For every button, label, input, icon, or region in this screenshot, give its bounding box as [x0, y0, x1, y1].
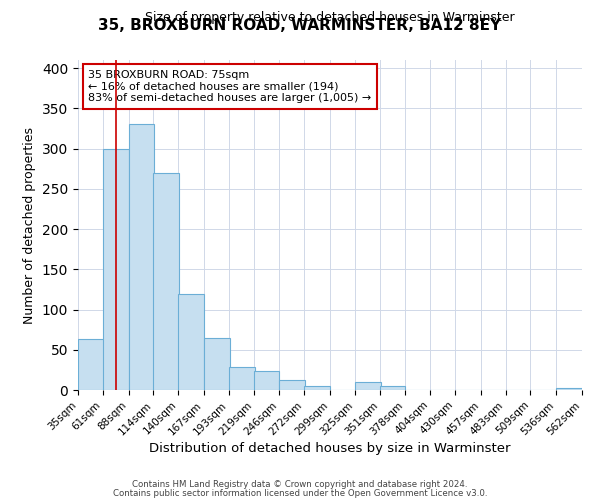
Text: Contains public sector information licensed under the Open Government Licence v3: Contains public sector information licen…: [113, 488, 487, 498]
Text: 35 BROXBURN ROAD: 75sqm
← 16% of detached houses are smaller (194)
83% of semi-d: 35 BROXBURN ROAD: 75sqm ← 16% of detache…: [88, 70, 371, 103]
Bar: [304, 386, 330, 390]
Bar: [229, 368, 254, 390]
Bar: [128, 124, 154, 390]
Text: 35, BROXBURN ROAD, WARMINSTER, BA12 8EY: 35, BROXBURN ROAD, WARMINSTER, BA12 8EY: [98, 18, 502, 32]
Title: Size of property relative to detached houses in Warminster: Size of property relative to detached ho…: [145, 11, 515, 24]
Bar: [254, 370, 280, 390]
Bar: [154, 172, 179, 390]
Bar: [204, 338, 230, 390]
Bar: [103, 148, 128, 390]
Text: Contains HM Land Registry data © Crown copyright and database right 2024.: Contains HM Land Registry data © Crown c…: [132, 480, 468, 489]
Bar: [355, 382, 380, 390]
Bar: [556, 388, 582, 390]
Bar: [280, 380, 305, 390]
Bar: [178, 294, 204, 390]
Bar: [380, 386, 406, 390]
X-axis label: Distribution of detached houses by size in Warminster: Distribution of detached houses by size …: [149, 442, 511, 455]
Bar: [78, 340, 104, 390]
Y-axis label: Number of detached properties: Number of detached properties: [23, 126, 37, 324]
